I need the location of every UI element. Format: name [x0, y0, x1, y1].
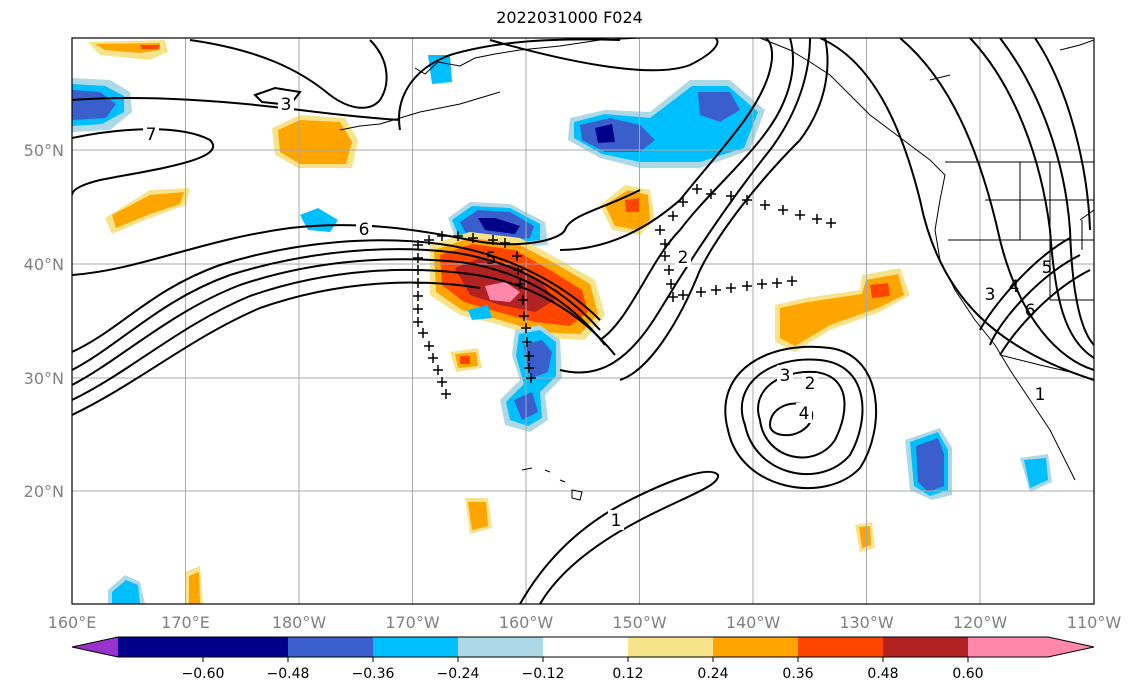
contour-layer — [72, 38, 1094, 604]
colorbar-segment — [883, 637, 968, 657]
contour-label: 6 — [1025, 301, 1036, 321]
colorbar-segment — [628, 637, 713, 657]
contour-label: 1 — [611, 511, 622, 531]
colorbar-segment — [373, 637, 458, 657]
map-title: 2022031000 F024 — [496, 8, 643, 27]
contour-label: 4 — [1009, 277, 1020, 297]
colorbar-tick-label: −0.12 — [522, 666, 565, 682]
x-tick-label: 180°W — [272, 613, 327, 632]
contour-label: 2 — [805, 374, 816, 394]
x-tick-label: 140°W — [726, 613, 781, 632]
contour-label: 1 — [1035, 385, 1046, 405]
colorbar-segment — [543, 637, 628, 657]
contour-label: 5 — [486, 249, 497, 269]
y-axis-labels: 50°N 40°N 30°N 20°N — [24, 141, 64, 501]
x-tick-label: 120°W — [953, 613, 1008, 632]
colorbar-tick-label: −0.36 — [352, 666, 395, 682]
colorbar-segment — [72, 637, 118, 657]
colorbar-tick-label: 0.48 — [867, 666, 898, 682]
colorbar-tick-label: 0.36 — [782, 666, 813, 682]
colorbar-segment — [713, 637, 798, 657]
colorbar-segment — [203, 637, 288, 657]
x-tick-label: 160°E — [48, 613, 97, 632]
x-tick-label: 130°W — [839, 613, 894, 632]
contour-label: 5 — [1042, 258, 1053, 278]
colorbar-segment — [968, 637, 1094, 657]
colorbar-segment — [288, 637, 373, 657]
x-axis-labels: 160°E 170°E 180°W 170°W 160°W 150°W 140°… — [48, 613, 1122, 632]
y-tick-label: 20°N — [24, 482, 64, 501]
colorbar-segment — [118, 637, 203, 657]
marker-layer — [413, 184, 836, 399]
contour-label: 4 — [799, 404, 810, 424]
colorbar-tick-label: 0.12 — [612, 666, 643, 682]
contour-label: 7 — [146, 125, 157, 145]
colorbar-tick-label: −0.48 — [267, 666, 310, 682]
contour-label: 3 — [281, 95, 292, 115]
x-tick-label: 150°W — [612, 613, 667, 632]
y-tick-label: 30°N — [24, 369, 64, 388]
contour-label: 6 — [359, 220, 370, 240]
colorbar-tick-label: 0.60 — [952, 666, 983, 682]
colorbar: −0.60 −0.48 −0.36 −0.24 −0.12 0.12 0.24 … — [71, 636, 1095, 682]
y-tick-label: 50°N — [24, 141, 64, 160]
contour-label: 3 — [780, 366, 791, 386]
y-tick-label: 40°N — [24, 255, 64, 274]
x-tick-label: 160°W — [499, 613, 554, 632]
contour-label: 2 — [678, 248, 689, 268]
x-tick-label: 170°E — [161, 613, 210, 632]
graticule — [72, 38, 1094, 604]
x-tick-label: 170°W — [385, 613, 440, 632]
coastline-layer — [339, 38, 1094, 501]
colorbar-tick-label: 0.24 — [697, 666, 728, 682]
colorbar-segment — [458, 637, 543, 657]
contour-label-layer: 3 7 6 5 2 3 2 4 1 3 4 5 6 1 — [143, 94, 1052, 531]
contour-label: 3 — [985, 285, 996, 305]
colorbar-segment — [798, 637, 883, 657]
map-frame — [71, 37, 1095, 605]
colorbar-tick-label: −0.60 — [182, 666, 225, 682]
shaded-field-layer — [72, 40, 1052, 604]
x-tick-label: 110°W — [1067, 613, 1122, 632]
colorbar-tick-label: −0.24 — [437, 666, 480, 682]
